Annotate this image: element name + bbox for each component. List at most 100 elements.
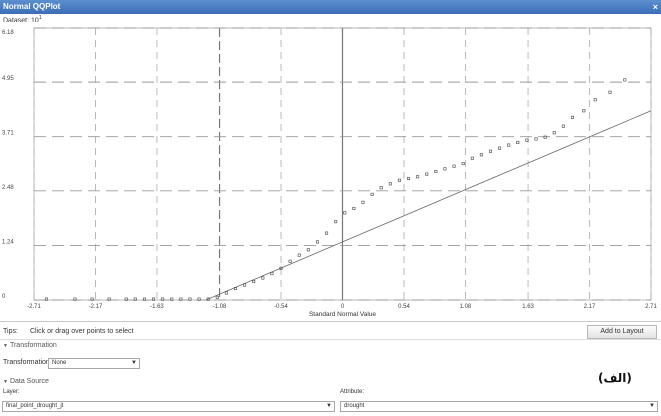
x-tick-label: 1.63 (522, 304, 534, 310)
layer-label: Layer: (3, 389, 20, 395)
data-point (543, 135, 547, 139)
data-point (325, 231, 329, 235)
tips-row: Tips: Click or drag over points to selec… (0, 324, 661, 340)
data-point (161, 297, 165, 301)
data-point (179, 297, 183, 301)
qq-plot-svg[interactable]: -2.71 -2.17 -1.63 -1.08 -0.54 0 0.54 1.08 1.63 2.… (0, 22, 661, 322)
data-point (388, 182, 392, 186)
data-point (334, 220, 338, 224)
data-source-section-header[interactable]: ▼ Data Source (3, 378, 49, 385)
data-point (397, 178, 401, 182)
data-point (370, 192, 374, 196)
layer-value: final_point_drought_jt (6, 403, 64, 409)
data-source-section-title: Data Source (9, 378, 49, 385)
figure-caption: (الف) (598, 371, 632, 385)
x-tick-label: 2.71 (645, 304, 657, 310)
dropdown-arrow-icon[interactable]: ▼ (649, 403, 655, 409)
data-point (170, 297, 174, 301)
data-point (507, 143, 511, 147)
transformation-section-title: Transformation (9, 342, 57, 349)
data-point (416, 175, 420, 179)
data-point (343, 211, 347, 215)
attribute-select[interactable]: drought ▼ (340, 401, 658, 412)
data-point (452, 164, 456, 168)
transformation-value: None (52, 360, 67, 366)
data-point (315, 240, 319, 244)
data-point (206, 297, 210, 301)
tips-label: Tips: (3, 328, 18, 335)
data-point (552, 131, 556, 135)
add-to-layout-button[interactable]: Add to Layout (587, 325, 657, 339)
data-point (45, 297, 49, 301)
attribute-label: Attribute: (340, 389, 365, 395)
qq-plot-area[interactable]: -2.71 -2.17 -1.63 -1.08 -0.54 0 0.54 1.08 1.63 2.… (0, 22, 661, 322)
transformation-row: Transformation: None ▼ (0, 356, 661, 370)
data-point (243, 283, 247, 287)
data-point (188, 297, 192, 301)
data-point (224, 291, 228, 295)
y-tick-label: 3.71 (2, 131, 14, 137)
dropdown-arrow-icon[interactable]: ▼ (131, 360, 137, 366)
data-point (525, 138, 529, 142)
tips-text: Click or drag over points to select (30, 328, 134, 335)
collapse-triangle-icon[interactable]: ▼ (3, 379, 8, 385)
data-source-labels: Layer: Attribute: (0, 389, 661, 399)
close-icon[interactable]: × (652, 2, 658, 12)
data-point (488, 149, 492, 153)
y-tick-label: 2.48 (2, 185, 14, 191)
data-point (498, 146, 502, 150)
data-point (152, 297, 156, 301)
data-point (297, 253, 301, 257)
data-point (425, 172, 429, 176)
transformation-select[interactable]: None ▼ (48, 358, 140, 369)
data-point (516, 140, 520, 144)
dataset-label-text: Dataset: 10 (3, 17, 39, 25)
x-tick-label: 0 (341, 304, 345, 310)
data-point (623, 78, 627, 82)
data-point (561, 124, 565, 128)
dataset-exponent: 1 (38, 15, 42, 21)
data-point (233, 287, 237, 291)
window-titlebar: Normal QQPlot × (0, 0, 661, 14)
window-title: Normal QQPlot (3, 2, 61, 11)
data-point (261, 276, 265, 280)
collapse-triangle-icon[interactable]: ▼ (3, 343, 8, 349)
data-point (461, 162, 465, 166)
dataset-label: Dataset: 101 (3, 15, 42, 24)
y-tick-label: 6.18 (2, 30, 14, 36)
data-point (279, 266, 283, 270)
x-tick-label: -1.63 (150, 304, 164, 310)
data-point (124, 297, 128, 301)
x-tick-label: -2.71 (27, 304, 41, 310)
data-point (142, 297, 146, 301)
dropdown-arrow-icon[interactable]: ▼ (326, 403, 332, 409)
y-tick-label: 1.24 (2, 239, 14, 245)
data-point (252, 280, 256, 284)
transformation-label: Transformation: (3, 359, 52, 366)
x-tick-label: -2.17 (89, 304, 103, 310)
data-point (582, 109, 586, 113)
data-point (434, 169, 438, 173)
y-tick-label: 0 (2, 294, 6, 300)
y-tick-label: 4.95 (2, 76, 14, 82)
data-point (215, 295, 219, 299)
data-point (352, 206, 356, 210)
x-tick-label: 0.54 (398, 304, 410, 310)
x-tick-label: 2.17 (584, 304, 596, 310)
data-point (470, 156, 474, 160)
transformation-section-header[interactable]: ▼ Transformation (3, 342, 57, 349)
data-point (593, 98, 597, 102)
data-point (570, 115, 574, 119)
data-point (270, 272, 274, 276)
x-axis-label: Standard Normal Value (309, 311, 376, 318)
data-point (197, 297, 201, 301)
data-point (361, 200, 365, 204)
x-tick-label: -0.54 (274, 304, 288, 310)
layer-select[interactable]: final_point_drought_jt ▼ (2, 401, 335, 412)
data-point (90, 297, 94, 301)
data-point (534, 137, 538, 141)
data-point (443, 167, 447, 171)
data-point (288, 259, 292, 263)
data-point (133, 297, 137, 301)
data-point (407, 177, 411, 181)
